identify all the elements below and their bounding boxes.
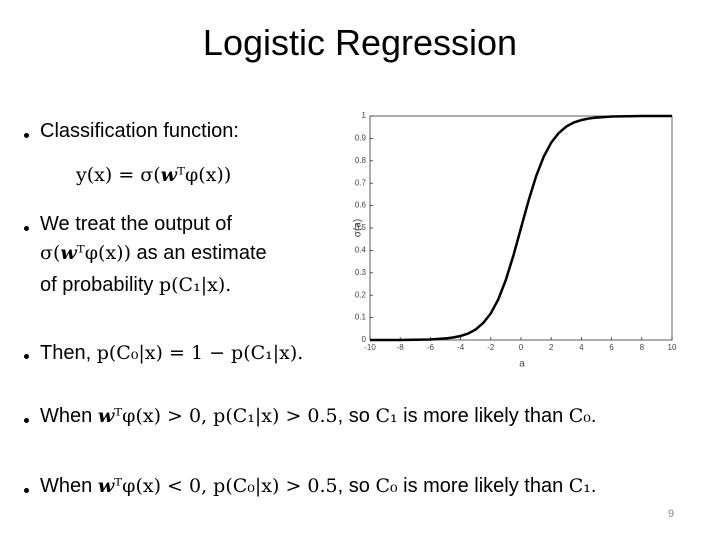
x-tick-label: -8 (397, 343, 405, 352)
text: as an estimate (131, 242, 267, 264)
text: Then, (40, 342, 97, 364)
y-tick-label: 0.9 (355, 134, 367, 143)
bullet-dot (24, 133, 29, 138)
bullet-line: of probability p(C₁|x). (40, 274, 231, 297)
text: , so (337, 475, 376, 497)
math: w (60, 242, 77, 264)
math: y(x) = σ( (76, 164, 161, 186)
x-tick-label: 0 (519, 343, 524, 352)
bullet-dot (24, 226, 29, 231)
y-tick-label: 0.1 (355, 313, 367, 322)
formula: y(x) = σ(wᵀφ(x)) (76, 164, 231, 187)
x-tick-label: 2 (549, 343, 554, 352)
slide-title: Logistic Regression (202, 22, 518, 63)
math: ᵀφ(x) > 0, p(C₁|x) > 0.5 (114, 405, 338, 427)
bullet-line: Classification function: (40, 120, 239, 143)
math: C₁ (375, 405, 398, 427)
bullet-dot (24, 354, 29, 359)
x-axis-label: a (519, 359, 525, 370)
bullet-line: σ(wᵀφ(x)) as an estimate (40, 242, 267, 265)
bullet-line: When wᵀφ(x) > 0, p(C₁|x) > 0.5, so C₁ is… (40, 405, 596, 428)
x-tick-label: -10 (364, 343, 376, 352)
bullet-dot (24, 488, 29, 493)
chart: a σ(a) 0 0.1 0.2 0.3 0.4 0.5 0.6 0.7 0.8 0.9 1 -10 -… (353, 111, 677, 370)
y-tick-label: 0.8 (355, 156, 367, 165)
text: . (590, 405, 597, 427)
text: Classification function: (40, 120, 239, 142)
slide-body: Classification function: y(x) = σ(wᵀφ(x)… (24, 111, 677, 497)
math: C₁ (568, 475, 591, 497)
page-number: 9 (668, 508, 675, 520)
bullet-line: Then, p(C₀|x) = 1 − p(C₁|x). (40, 342, 303, 365)
math: p(C₀|x) = 1 − p(C₁|x). (96, 342, 304, 364)
math: C₀ (375, 475, 398, 497)
y-tick-label: 0.5 (355, 223, 367, 232)
y-tick-label: 0.3 (355, 268, 367, 277)
text: , so (337, 405, 376, 427)
x-tick-label: 4 (579, 343, 584, 352)
y-axis-label: σ(a) (353, 219, 364, 237)
text: of probability (40, 274, 159, 296)
y-tick-label: 0 (362, 335, 367, 344)
math: w (97, 475, 115, 497)
text: We treat the output of (40, 213, 232, 235)
text: When (40, 475, 98, 497)
math: ᵀφ(x)) (177, 164, 232, 186)
bullet-dot (24, 418, 29, 423)
x-tick-label: -6 (427, 343, 435, 352)
x-tick-label: 6 (609, 343, 614, 352)
text: When (40, 405, 98, 427)
y-tick-label: 0.6 (355, 201, 367, 210)
math: ᵀφ(x)) (76, 242, 131, 264)
bullet-line: When wᵀφ(x) < 0, p(C₀|x) > 0.5, so C₀ is… (40, 475, 596, 497)
y-tick-label: 0.2 (355, 290, 367, 299)
y-tick-label: 1 (362, 111, 367, 120)
bullet-line: We treat the output of (40, 213, 232, 236)
math: C₀ (568, 405, 591, 427)
math: σ( (40, 242, 61, 264)
sigmoid-line (370, 114, 672, 342)
text: is more likely than (397, 475, 569, 497)
x-tick-label: 10 (668, 343, 677, 352)
math: p(C₁|x). (158, 274, 232, 296)
x-tick-label: -4 (457, 343, 465, 352)
y-tick-label: 0.7 (355, 178, 367, 187)
text: . (590, 475, 597, 497)
x-tick-label: -2 (487, 343, 495, 352)
text: is more likely than (397, 405, 569, 427)
math: ᵀφ(x) < 0, p(C₀|x) > 0.5 (114, 475, 338, 497)
math: w (97, 405, 115, 427)
x-tick-label: 8 (640, 343, 645, 352)
math: w (160, 164, 178, 186)
y-tick-label: 0.4 (355, 246, 367, 255)
